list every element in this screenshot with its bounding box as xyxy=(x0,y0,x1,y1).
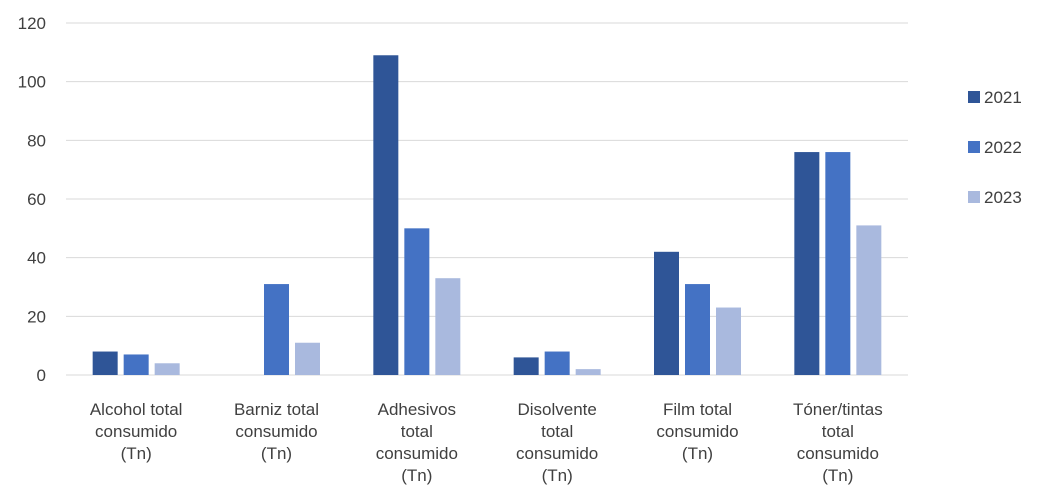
y-axis-ticks: 0 20 40 60 80 100 120 xyxy=(18,14,46,385)
bar-2022-cat-3 xyxy=(544,351,570,375)
bar-2023-cat-0 xyxy=(154,363,180,375)
x-category-label-line: consumido xyxy=(656,422,738,441)
x-category-label-line: Adhesivos xyxy=(378,400,456,419)
x-category-label: Barniz total consumido (Tn) xyxy=(234,400,319,463)
x-category-label-line: consumido xyxy=(797,444,879,463)
y-tick-label: 100 xyxy=(18,73,46,92)
bar-2023-cat-5 xyxy=(856,225,882,375)
x-category-label-line: consumido xyxy=(516,444,598,463)
bar-2023-cat-2 xyxy=(435,278,461,375)
bar-2021-cat-4 xyxy=(654,251,679,375)
bar-2022-cat-4 xyxy=(685,284,710,375)
y-tick-label: 60 xyxy=(27,190,46,209)
x-category-label-line: (Tn) xyxy=(261,444,292,463)
bar-2021-cat-2 xyxy=(373,55,399,376)
x-category-label: Tóner/tintas total consumido (Tn) xyxy=(793,400,883,485)
x-category-label-line: Alcohol total xyxy=(90,400,183,419)
bar-2021-cat-3 xyxy=(513,357,539,375)
x-category-label-line: consumido xyxy=(376,444,458,463)
bar-2022-cat-2 xyxy=(404,228,430,375)
bar-2021-cat-5 xyxy=(794,152,820,375)
legend-label-2023: 2023 xyxy=(984,188,1022,207)
x-category-label-line: Film total xyxy=(663,400,732,419)
x-category-label-line: (Tn) xyxy=(121,444,152,463)
bar-2023-cat-4 xyxy=(716,307,741,375)
x-category-label-line: total xyxy=(401,422,433,441)
x-category-label: Film total consumido (Tn) xyxy=(656,400,738,463)
y-tick-label: 40 xyxy=(27,249,46,268)
x-category-label-line: total xyxy=(822,422,854,441)
x-category-label-line: consumido xyxy=(235,422,317,441)
x-category-label-line: Disolvente xyxy=(517,400,596,419)
legend: 2021 2022 2023 xyxy=(968,88,1022,207)
legend-swatch-2022 xyxy=(968,141,980,153)
bar-2022-cat-0 xyxy=(123,354,149,375)
legend-swatch-2023 xyxy=(968,191,980,203)
y-tick-label: 20 xyxy=(27,307,46,326)
x-category-label-line: (Tn) xyxy=(682,444,713,463)
bars xyxy=(92,55,882,376)
x-axis-categories: Alcohol total consumido (Tn) Barniz total co… xyxy=(90,400,883,485)
bar-2022-cat-1 xyxy=(264,284,289,375)
x-category-label-line: Tóner/tintas xyxy=(793,400,883,419)
y-tick-label: 0 xyxy=(37,366,46,385)
x-category-label-line: total xyxy=(541,422,573,441)
gridlines xyxy=(66,22,908,376)
x-category-label-line: consumido xyxy=(95,422,177,441)
legend-label-2022: 2022 xyxy=(984,138,1022,157)
x-category-label-line: (Tn) xyxy=(822,466,853,485)
y-tick-label: 120 xyxy=(18,14,46,33)
x-category-label-line: (Tn) xyxy=(401,466,432,485)
x-category-label: Alcohol total consumido (Tn) xyxy=(90,400,183,463)
legend-label-2021: 2021 xyxy=(984,88,1022,107)
y-tick-label: 80 xyxy=(27,131,46,150)
bar-2022-cat-5 xyxy=(825,152,851,375)
bar-2021-cat-0 xyxy=(92,351,118,375)
bar-2023-cat-1 xyxy=(295,342,320,375)
x-category-label-line: Barniz total xyxy=(234,400,319,419)
x-category-label: Disolvente total consumido (Tn) xyxy=(516,400,598,485)
bar-2023-cat-3 xyxy=(575,369,601,375)
x-category-label: Adhesivos total consumido (Tn) xyxy=(376,400,458,485)
x-category-label-line: (Tn) xyxy=(542,466,573,485)
legend-swatch-2021 xyxy=(968,91,980,103)
